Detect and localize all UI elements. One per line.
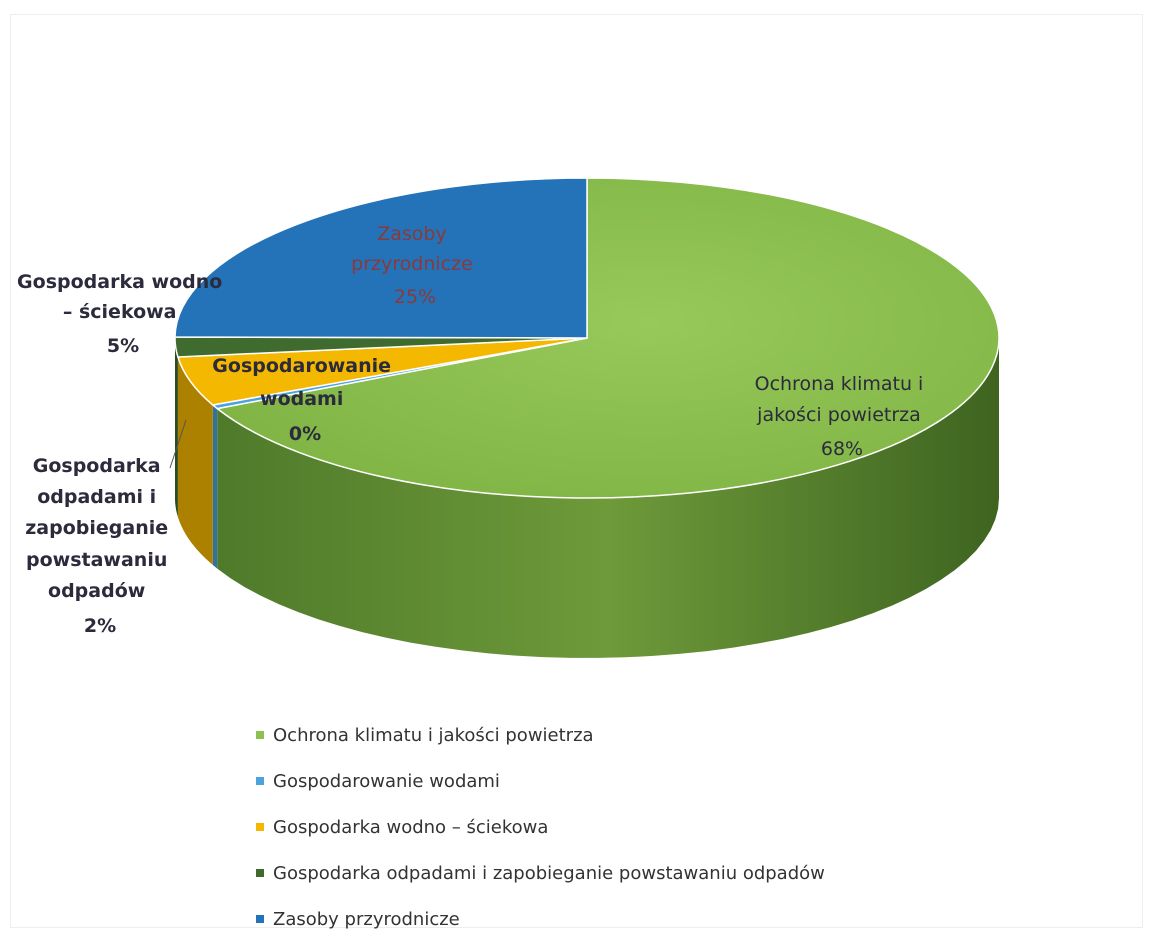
label-odpady-value: 2% [84, 615, 116, 637]
label-odpady-line-4: powstawaniu [26, 549, 167, 571]
legend-item: Gospodarowanie wodami [256, 758, 825, 804]
label-odpady: Gospodarka odpadami i zapobieganie powst… [25, 455, 175, 637]
label-odpady-line-2: odpadami i [37, 486, 156, 508]
legend-swatch [256, 869, 264, 877]
legend-swatch [256, 777, 264, 785]
slice-zasoby [174, 177, 588, 339]
label-zasoby: Zasoby przyrodnicze 25% [351, 223, 479, 308]
leader-line-odpady [169, 419, 187, 469]
legend-label: Gospodarka odpadami i zapobieganie powst… [273, 862, 825, 884]
label-gospodarowanie-line-1: Gospodarowanie [212, 355, 391, 377]
label-wodno-line-1: Gospodarka wodno [17, 271, 222, 293]
legend-swatch [256, 823, 264, 831]
pie-data-labels: Ochrona klimatu i jakości powietrza 68% … [17, 223, 930, 637]
label-odpady-line-5: odpadów [48, 580, 145, 602]
label-zasoby-line-1: Zasoby [377, 223, 447, 245]
slice-ochrona [215, 177, 1000, 499]
label-ochrona: Ochrona klimatu i jakości powietrza 68% [755, 373, 930, 460]
slice-wodno-side [177, 357, 213, 565]
chart-frame [10, 14, 1143, 928]
legend-item: Ochrona klimatu i jakości powietrza [256, 712, 825, 758]
label-wodno-line-2: – ściekowa [63, 301, 177, 323]
label-wodno-value: 5% [107, 335, 139, 357]
label-ochrona-value: 68% [821, 438, 863, 460]
label-zasoby-line-2: przyrodnicze [351, 253, 473, 275]
label-ochrona-line-1: Ochrona klimatu i [755, 373, 924, 395]
pie-slices [174, 177, 1000, 499]
legend-label: Gospodarka wodno – ściekowa [273, 816, 549, 838]
legend-label: Gospodarowanie wodami [273, 770, 500, 792]
legend-swatch [256, 731, 264, 739]
legend-label: Zasoby przyrodnicze [273, 908, 460, 930]
legend-item: Zasoby przyrodnicze [256, 896, 825, 942]
slice-gospodarowanie-side [212, 405, 218, 569]
legend-item: Gospodarka odpadami i zapobieganie powst… [256, 850, 825, 896]
legend-item: Gospodarka wodno – ściekowa [256, 804, 825, 850]
label-odpady-line-1: Gospodarka [33, 455, 161, 477]
label-zasoby-value: 25% [394, 286, 436, 308]
label-gospodarowanie-line-2: wodami [260, 388, 343, 410]
label-gospodarowanie: Gospodarowanie wodami 0% [212, 355, 397, 445]
label-ochrona-line-2: jakości powietrza [756, 404, 921, 426]
label-wodno: Gospodarka wodno – ściekowa 5% [17, 271, 229, 357]
label-gospodarowanie-value: 0% [289, 423, 321, 445]
slice-odpady-side [175, 338, 178, 517]
legend-swatch [256, 915, 264, 923]
legend-label: Ochrona klimatu i jakości powietrza [273, 724, 594, 746]
legend: Ochrona klimatu i jakości powietrza Gosp… [256, 712, 825, 942]
label-odpady-line-3: zapobieganie [25, 517, 168, 539]
